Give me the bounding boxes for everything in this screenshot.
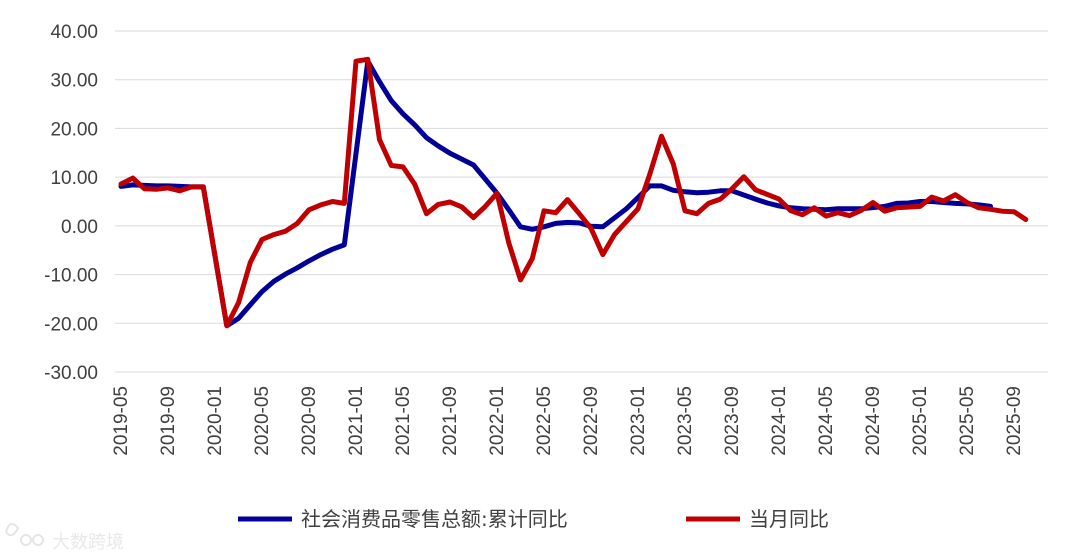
brand-logo-icon [4,522,44,546]
x-tick-label: 2023-05 [675,386,696,456]
y-tick-label: 20.00 [50,119,98,140]
legend-label-cumulative: 社会消费品零售总额:累计同比 [301,507,568,531]
x-tick-label: 2025-01 [910,386,931,456]
x-tick-label: 2025-09 [1004,386,1025,456]
x-tick-label: 2019-09 [158,386,179,456]
series-line-monthly [118,56,1029,329]
y-tick-label: 40.00 [50,22,98,43]
y-tick-label: 0.00 [61,217,98,238]
x-tick-label: 2021-05 [393,386,414,456]
x-tick-label: 2020-05 [252,386,273,456]
watermark: 大数跨境 [4,522,124,553]
x-axis-tick-labels: 2019-05 2019-09 2020-01 2020-05 2020-09 2021-… [111,386,1025,456]
y-axis-tick-labels: 40.00 30.00 20.00 10.00 0.00 -10.00 -20.00 -30.… [44,22,98,384]
legend-item-monthly: 当月同比 [686,507,829,531]
x-tick-label: 2022-09 [581,386,602,456]
x-tick-label: 2020-01 [205,386,226,456]
series-lines [118,56,1029,329]
legend-item-cumulative: 社会消费品零售总额:累计同比 [238,507,568,531]
x-tick-label: 2022-05 [534,386,555,456]
x-tick-label: 2024-05 [816,386,837,456]
x-tick-label: 2024-01 [769,386,790,456]
x-tick-label: 2019-05 [111,386,132,456]
x-tick-label: 2024-09 [863,386,884,456]
x-tick-label: 2023-01 [628,386,649,456]
series-line-cumulative [118,58,993,329]
legend-label-monthly: 当月同比 [749,507,829,531]
x-tick-label: 2022-01 [487,386,508,456]
y-tick-label: -30.00 [44,363,98,384]
x-tick-label: 2025-05 [957,386,978,456]
watermark-text: 大数跨境 [52,532,124,553]
y-tick-label: -20.00 [44,314,98,335]
x-tick-label: 2021-01 [346,386,367,456]
legend: 社会消费品零售总额:累计同比 当月同比 [238,507,829,531]
y-tick-label: 30.00 [50,71,98,92]
x-tick-label: 2020-09 [299,386,320,456]
x-tick-label: 2021-09 [440,386,461,456]
y-tick-label: 10.00 [50,168,98,189]
y-tick-label: -10.00 [44,266,98,287]
x-tick-label: 2023-09 [722,386,743,456]
